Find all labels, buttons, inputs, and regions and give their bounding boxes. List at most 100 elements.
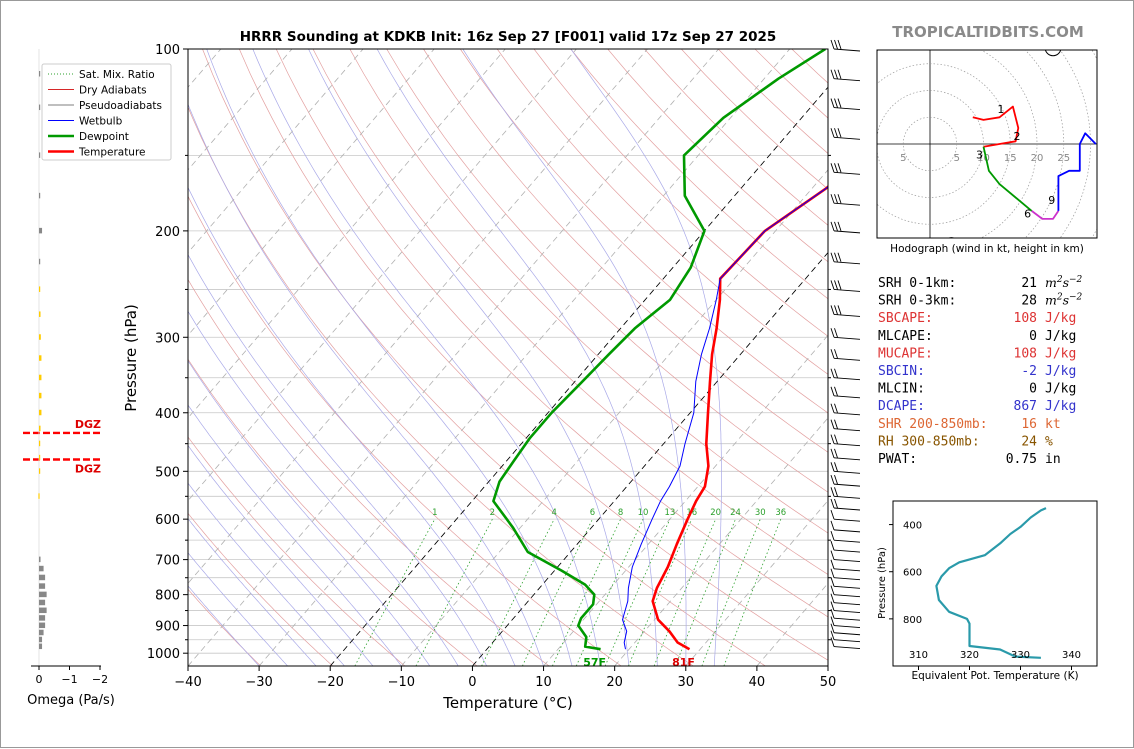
storm-motion-label: LM xyxy=(1047,44,1058,53)
omega-tick-label: −2 xyxy=(92,673,108,686)
barb-flag xyxy=(831,369,834,378)
barb-flag xyxy=(831,435,834,444)
omega-bar xyxy=(39,608,47,614)
hodograph-ring-label: 5 xyxy=(954,153,960,164)
theta-e-y-axis-label: Pressure (hPa) xyxy=(877,547,888,619)
mixing-ratio-label: 36 xyxy=(775,508,786,518)
barb-flag xyxy=(835,475,838,484)
x-tick-label: 30 xyxy=(678,675,695,690)
omega-bar xyxy=(39,259,40,265)
x-tick-label: 20 xyxy=(606,675,623,690)
barb-flag xyxy=(838,305,841,314)
mixing-ratio-line xyxy=(724,519,781,666)
barb-flag xyxy=(831,194,834,203)
x-tick-label: 0 xyxy=(468,675,476,690)
barb-flag xyxy=(838,253,841,262)
parameter-label: SBCAPE: xyxy=(878,311,933,326)
storm-motion-marker xyxy=(1045,40,1061,56)
omega-bar xyxy=(39,600,45,606)
theta-e-frame xyxy=(893,501,1097,666)
omega-bar xyxy=(39,557,41,563)
barb-flag xyxy=(831,499,834,508)
theta-e-y-tick-label: 600 xyxy=(903,568,922,579)
wind-barb xyxy=(831,387,860,398)
pseudoadiabat xyxy=(207,49,572,666)
mixing-ratio-label: 1 xyxy=(432,508,437,518)
omega-bar xyxy=(39,193,40,199)
theta-e-trace xyxy=(936,508,1046,658)
barb-flag xyxy=(831,560,834,569)
wind-barb xyxy=(831,253,860,264)
omega-x-axis-label: Omega (Pa/s) xyxy=(27,693,115,708)
omega-bar xyxy=(39,623,45,629)
y-tick-label: 700 xyxy=(155,554,180,569)
wind-barb xyxy=(831,404,860,415)
wind-barb xyxy=(831,305,860,316)
parameter-label: MUCAPE: xyxy=(878,346,933,361)
legend-label: Sat. Mix. Ratio xyxy=(79,69,155,81)
parameter-label: SRH 0-3km: xyxy=(878,294,956,309)
wind-barb xyxy=(831,70,860,81)
barb-staff xyxy=(834,578,860,580)
omega-bar xyxy=(39,311,41,317)
barb-flag xyxy=(831,510,834,519)
barb-flag xyxy=(835,194,838,203)
mixing-ratio-label: 24 xyxy=(730,508,741,518)
isotherm xyxy=(401,49,932,666)
isotherm xyxy=(188,49,719,666)
omega-bar xyxy=(39,592,47,598)
parameter-unit: J/kg xyxy=(1045,399,1076,414)
barb-flag xyxy=(835,435,838,444)
legend-label: Dry Adiabats xyxy=(79,85,147,97)
wind-barbs xyxy=(831,40,860,649)
y-tick-label: 500 xyxy=(155,465,180,480)
legend-label: Temperature xyxy=(78,147,146,159)
barb-flag xyxy=(835,280,838,289)
parameter-label: SBCIN: xyxy=(878,364,925,379)
barb-staff xyxy=(834,611,860,613)
barb-flag xyxy=(838,280,841,289)
theta-e-x-tick-label: 340 xyxy=(1062,650,1081,661)
omega-bar xyxy=(39,615,45,621)
x-tick-label: 50 xyxy=(820,675,837,690)
y-tick-label: 100 xyxy=(155,43,180,58)
parameter-value: 0.75 xyxy=(1006,452,1037,467)
barb-staff xyxy=(834,618,860,620)
barb-staff xyxy=(834,540,860,542)
wind-barb xyxy=(831,163,860,174)
barb-flag xyxy=(838,194,841,203)
skewt-frame xyxy=(188,49,828,666)
omega-bar xyxy=(39,393,41,399)
barb-staff xyxy=(834,378,860,380)
mixing-ratio-line xyxy=(416,519,493,666)
hodograph-ring-label: 15 xyxy=(1004,153,1017,164)
parameter-value: 108 xyxy=(1014,311,1037,326)
parameter-value: 108 xyxy=(1014,346,1037,361)
parameter-label: RH 300-850mb: xyxy=(878,434,980,449)
barb-flag xyxy=(831,349,834,358)
omega-tick-label: −1 xyxy=(61,673,77,686)
parameter-label: MLCIN: xyxy=(878,382,925,397)
parameter-value: 24 xyxy=(1021,434,1037,449)
wind-barb xyxy=(831,128,860,139)
barb-flag xyxy=(835,462,838,471)
parameter-value: 867 xyxy=(1014,399,1037,414)
wind-barb xyxy=(831,631,860,642)
barb-flag xyxy=(831,253,834,262)
wind-barb xyxy=(831,541,860,552)
barb-staff xyxy=(834,550,860,552)
barb-staff xyxy=(834,647,860,649)
barb-flag xyxy=(831,531,834,540)
barb-flag xyxy=(831,586,834,595)
barb-flag xyxy=(831,305,834,314)
theta-e-x-axis-label: Equivalent Pot. Temperature (K) xyxy=(911,670,1078,682)
hodograph-height-label: 2 xyxy=(1013,130,1020,143)
barb-staff xyxy=(834,231,860,233)
omega-bar xyxy=(39,566,44,572)
omega-bar xyxy=(39,644,42,650)
